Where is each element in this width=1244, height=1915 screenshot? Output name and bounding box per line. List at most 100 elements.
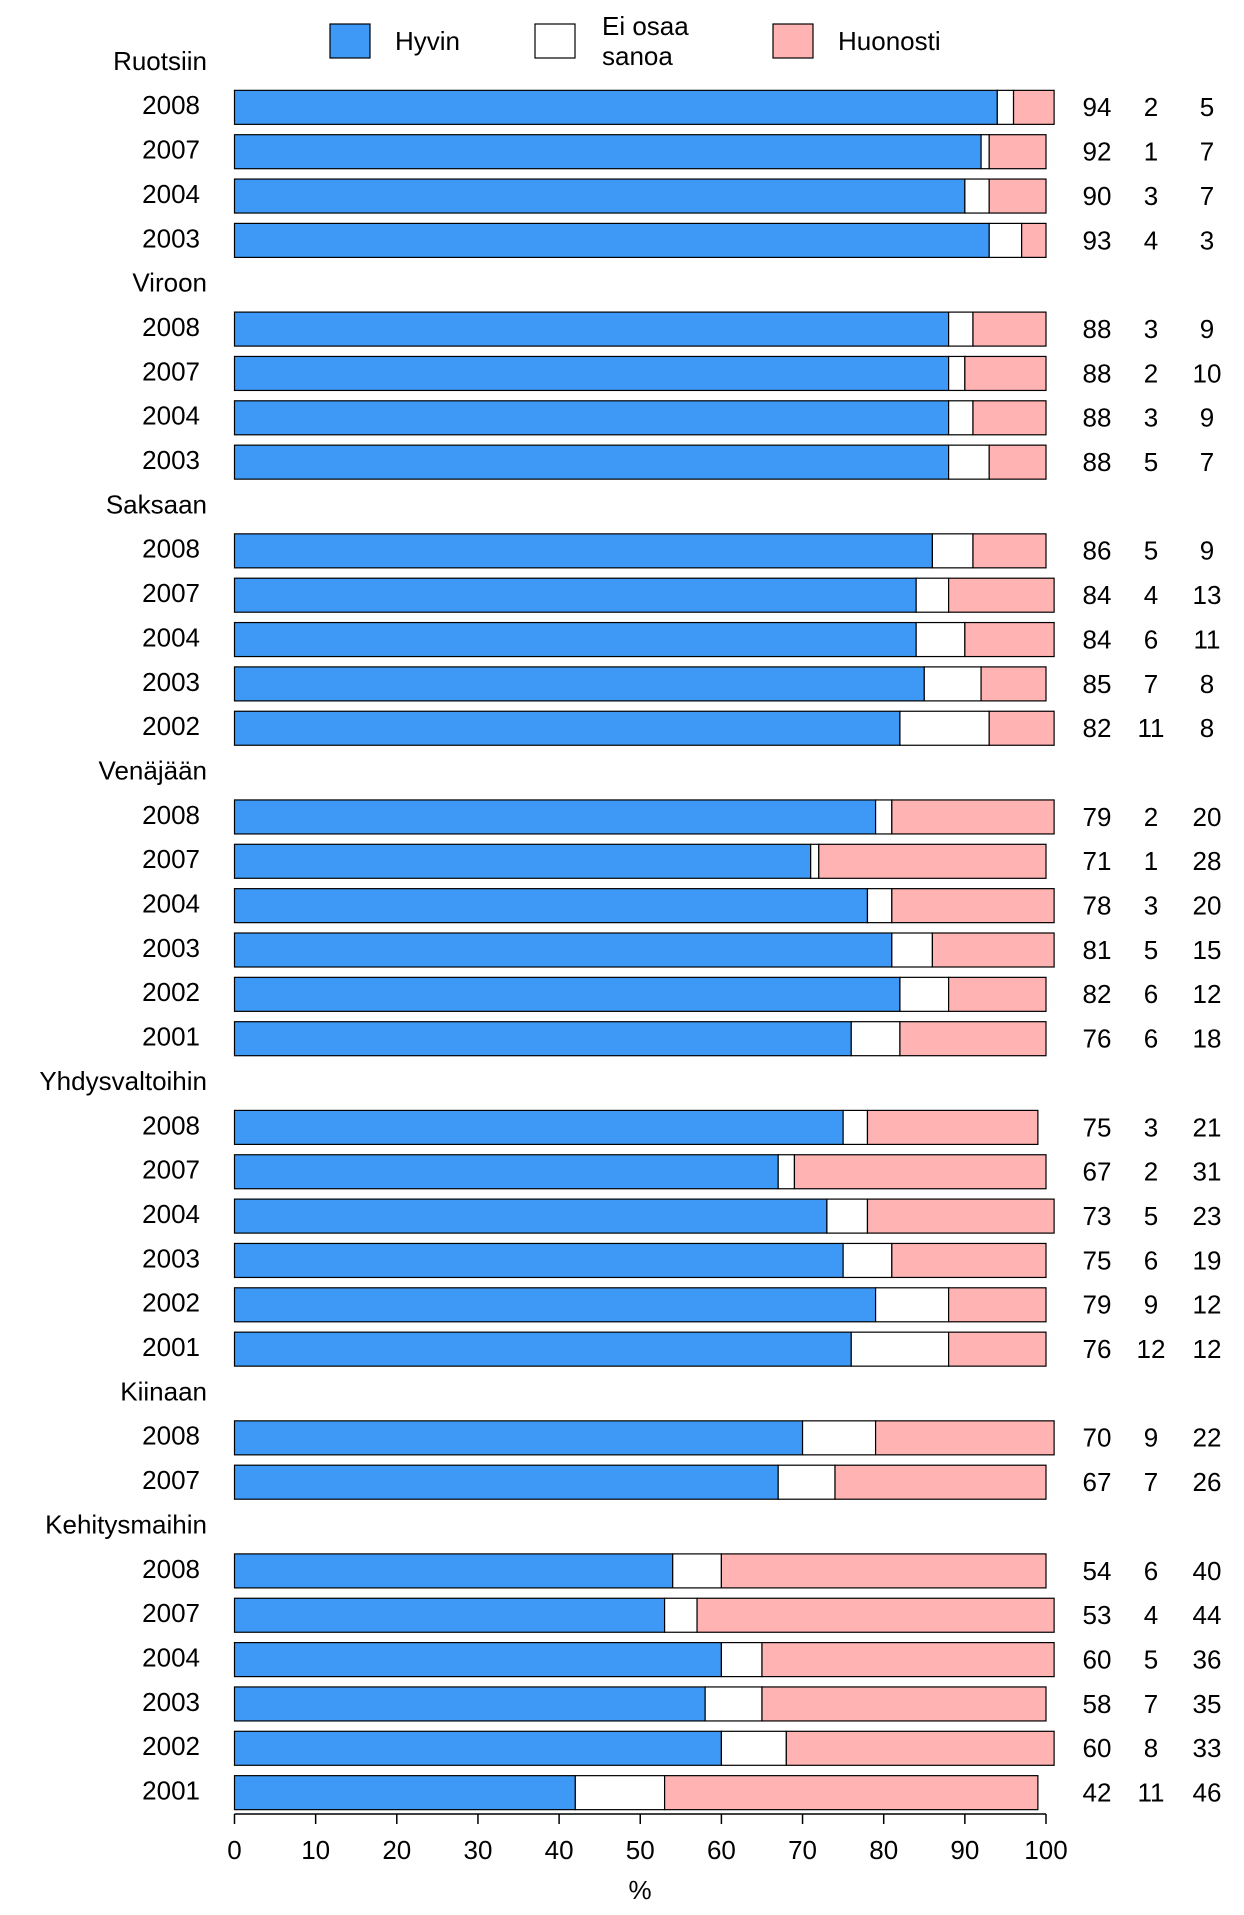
bar-segment [988, 178, 1047, 214]
value-label: 23 [1193, 1201, 1222, 1231]
value-label: 12 [1193, 979, 1222, 1009]
bar-segment [931, 932, 1055, 968]
bar-segment [233, 843, 812, 879]
value-label: 88 [1083, 314, 1112, 344]
bar-segment [850, 1021, 901, 1057]
value-label: 90 [1083, 181, 1112, 211]
value-label: 94 [1083, 92, 1112, 122]
bar-segment [233, 888, 869, 924]
value-label: 2 [1144, 358, 1158, 388]
value-label: 86 [1083, 536, 1112, 566]
value-label: 60 [1083, 1644, 1112, 1674]
value-label: 8 [1144, 1733, 1158, 1763]
group-label: Venäjään [99, 755, 207, 785]
bar-segment [233, 134, 982, 170]
bar-segment [891, 799, 1055, 835]
value-label: 93 [1083, 225, 1112, 255]
y-tick-label: 2008 [142, 1110, 200, 1140]
y-tick-label: 2001 [142, 1332, 200, 1362]
value-label: 5 [1144, 1201, 1158, 1231]
value-label: 21 [1193, 1112, 1222, 1142]
bar-segment [761, 1686, 1047, 1722]
bar-segment [948, 577, 1055, 613]
value-label: 11 [1138, 1778, 1165, 1808]
value-label: 6 [1144, 1024, 1158, 1054]
bar-segment [980, 666, 1047, 702]
value-label: 18 [1193, 1024, 1222, 1054]
bar-segment [866, 1109, 1039, 1146]
value-label: 84 [1083, 624, 1112, 654]
value-label: 54 [1083, 1556, 1112, 1586]
bar-segment [720, 1730, 787, 1766]
value-label: 19 [1193, 1245, 1222, 1275]
bar-segment [972, 400, 1047, 436]
bar-segment [233, 976, 901, 1012]
value-label: 3 [1144, 181, 1158, 211]
y-tick-label: 2008 [142, 1554, 200, 1584]
bar-segment [874, 1420, 1055, 1456]
value-label: 13 [1193, 580, 1222, 610]
bar-segment [233, 400, 950, 436]
value-label: 20 [1193, 802, 1222, 832]
value-label: 33 [1193, 1733, 1222, 1763]
bar-segment [834, 1464, 1047, 1500]
value-label: 6 [1144, 1556, 1158, 1586]
y-tick-label: 2004 [142, 622, 200, 652]
value-label: 2 [1144, 92, 1158, 122]
bar-segment [574, 1775, 666, 1811]
bar-segment [972, 533, 1047, 569]
value-label: 79 [1083, 802, 1112, 832]
y-tick-label: 2008 [142, 800, 200, 830]
y-tick-label: 2004 [142, 179, 200, 209]
bar-segment [233, 1154, 779, 1190]
value-label: 70 [1083, 1423, 1112, 1453]
value-label: 28 [1193, 846, 1222, 876]
bar-segment [233, 89, 998, 125]
value-label: 7 [1200, 447, 1214, 477]
y-tick-label: 2008 [142, 312, 200, 342]
bar-segment [233, 1420, 804, 1456]
x-tick-label: 40 [545, 1835, 574, 1865]
value-label: 3 [1200, 225, 1214, 255]
bar-segment [915, 577, 950, 613]
bar-segment [672, 1553, 723, 1589]
bar-segment [785, 1730, 1055, 1766]
bar-segment [233, 444, 950, 480]
bar-segment [663, 1597, 698, 1633]
bar-segment [233, 222, 990, 258]
y-tick-label: 2002 [142, 711, 200, 741]
bar-segment [233, 1730, 722, 1766]
group-label: Ruotsiin [113, 46, 207, 76]
value-label: 12 [1193, 1290, 1222, 1320]
value-label: 31 [1193, 1157, 1222, 1187]
value-label: 67 [1083, 1467, 1112, 1497]
bar-segment [948, 976, 1047, 1012]
value-label: 8 [1200, 669, 1214, 699]
legend-swatch [329, 23, 371, 59]
group-label: Yhdysvaltoihin [39, 1066, 207, 1096]
bar-segment [233, 666, 925, 702]
bar-segment [899, 710, 990, 746]
y-tick-label: 2003 [142, 1243, 200, 1273]
value-label: 3 [1144, 1112, 1158, 1142]
bar-segment [948, 444, 990, 480]
bar-segment [874, 799, 893, 835]
value-label: 82 [1083, 713, 1112, 743]
y-tick-label: 2002 [142, 1288, 200, 1318]
bar-segment [964, 355, 1047, 392]
value-label: 92 [1083, 137, 1112, 167]
value-label: 7 [1144, 669, 1158, 699]
bar-segment [964, 621, 1055, 658]
value-label: 26 [1193, 1467, 1222, 1497]
y-tick-label: 2008 [142, 1421, 200, 1451]
value-label: 2 [1144, 802, 1158, 832]
y-tick-label: 2003 [142, 223, 200, 253]
y-tick-label: 2001 [142, 1022, 200, 1052]
bar-segment [233, 1331, 852, 1367]
value-label: 5 [1200, 92, 1214, 122]
y-tick-label: 2007 [142, 1598, 200, 1628]
bar-segment [233, 1597, 666, 1633]
value-label: 5 [1144, 1644, 1158, 1674]
value-label: 7 [1200, 137, 1214, 167]
